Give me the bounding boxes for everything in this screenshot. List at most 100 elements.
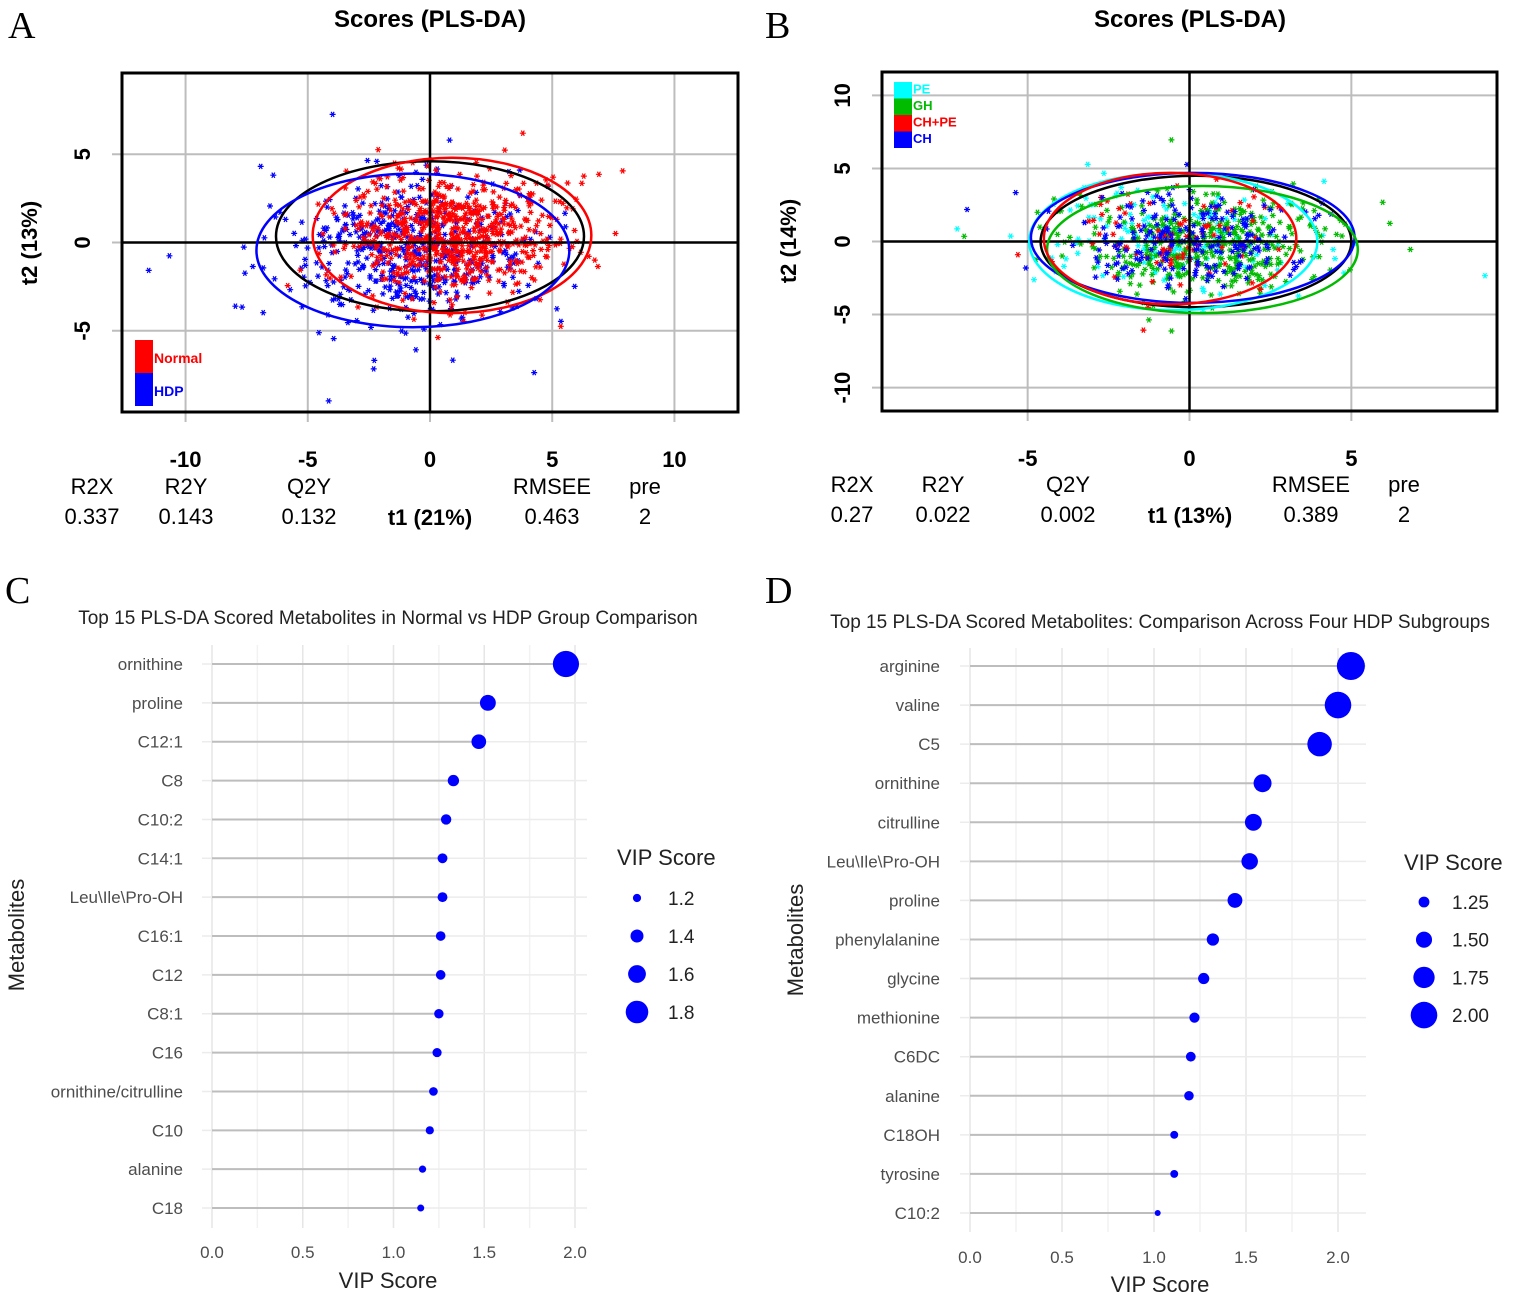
- data-point: [420, 253, 427, 260]
- data-point: [421, 278, 428, 284]
- data-point: [1074, 250, 1081, 257]
- data-point: [557, 323, 564, 330]
- data-point: [1240, 228, 1246, 235]
- legend-swatch: [894, 82, 912, 99]
- data-point: [1224, 219, 1231, 226]
- data-point: [1204, 210, 1211, 217]
- data-point: [454, 217, 461, 224]
- data-point: [349, 215, 356, 222]
- data-point: [1151, 234, 1158, 240]
- data-point: [478, 268, 485, 275]
- data-point: [384, 260, 391, 266]
- data-point: [470, 181, 477, 188]
- data-point: [1229, 213, 1236, 220]
- data-point: [1216, 222, 1223, 229]
- data-point: [332, 249, 338, 255]
- data-point: [1149, 271, 1156, 278]
- data-point: [1211, 225, 1218, 232]
- x-tick-label: 2.0: [563, 1243, 587, 1262]
- data-point: [519, 130, 526, 137]
- data-point: [1290, 266, 1297, 273]
- lollipop-dot: [437, 853, 448, 864]
- data-point: [1163, 257, 1170, 264]
- data-point: [1199, 274, 1206, 281]
- data-point: [619, 168, 626, 174]
- data-point: [313, 259, 320, 266]
- data-point: [412, 346, 419, 353]
- data-point: [449, 199, 456, 205]
- data-point: [399, 271, 406, 278]
- data-point: [409, 251, 415, 257]
- legend-label: CH: [913, 131, 932, 146]
- category-label: C16:1: [138, 927, 183, 946]
- data-point: [393, 217, 400, 224]
- data-point: [386, 214, 393, 220]
- data-point: [449, 282, 456, 288]
- data-point: [1128, 224, 1135, 231]
- data-point: [417, 205, 424, 212]
- lollipop-dot: [429, 1087, 438, 1096]
- data-point: [373, 186, 380, 193]
- category-label: phenylalanine: [835, 930, 940, 949]
- data-point: [330, 335, 337, 342]
- data-point: [361, 194, 367, 200]
- data-point: [1118, 184, 1125, 191]
- data-point: [441, 193, 448, 200]
- lollipop-dot: [1170, 1130, 1179, 1139]
- data-point: [505, 230, 512, 236]
- data-point: [1123, 264, 1130, 271]
- legend-label: PE: [913, 82, 931, 97]
- x-tick-label: 0.0: [200, 1243, 224, 1262]
- data-point: [497, 229, 504, 236]
- category-label: C10:2: [138, 810, 183, 829]
- data-point: [446, 137, 453, 143]
- data-point: [1232, 244, 1239, 251]
- data-point: [1174, 254, 1181, 261]
- data-point: [442, 249, 449, 256]
- data-point: [402, 264, 409, 271]
- data-point: [1149, 265, 1156, 272]
- legend-label: 1.50: [1452, 931, 1489, 952]
- data-point: [1182, 295, 1189, 302]
- data-point: [392, 232, 399, 239]
- data-point: [1199, 248, 1206, 255]
- data-point: [1181, 200, 1188, 207]
- data-point: [431, 246, 438, 252]
- data-point: [518, 259, 525, 265]
- category-label: valine: [896, 696, 940, 715]
- category-label: citrulline: [878, 813, 940, 832]
- data-point: [287, 286, 294, 293]
- data-point: [1129, 267, 1135, 274]
- data-point: [458, 252, 465, 259]
- data-point: [373, 158, 380, 165]
- data-point: [1165, 225, 1171, 232]
- data-point: [1298, 214, 1304, 221]
- data-point: [513, 257, 520, 264]
- data-point: [1067, 207, 1074, 213]
- data-point: [1268, 283, 1275, 290]
- data-point: [433, 220, 440, 226]
- legend-label: 1.75: [1452, 968, 1489, 989]
- data-point: [1241, 197, 1248, 203]
- data-point: [1407, 246, 1414, 253]
- data-point: [1217, 249, 1224, 256]
- chart-title: Scores (PLS-DA): [334, 6, 526, 33]
- data-point: [315, 244, 322, 251]
- y-axis-label: Metabolites: [783, 884, 808, 997]
- data-point: [405, 243, 412, 250]
- stat-value: 0.337: [64, 504, 119, 529]
- data-point: [511, 268, 518, 275]
- category-label: alanine: [128, 1160, 183, 1179]
- plot-frame: [120, 71, 740, 414]
- data-point: [571, 227, 578, 234]
- data-point: [1258, 232, 1265, 238]
- legend-label: 1.8: [668, 1003, 694, 1024]
- data-point: [449, 230, 455, 236]
- data-point: [1265, 225, 1272, 231]
- stat-value: 0.132: [281, 504, 336, 529]
- category-label: proline: [889, 891, 940, 910]
- data-point: [1085, 214, 1092, 221]
- category-label: C8:1: [147, 1005, 183, 1024]
- data-point: [961, 233, 968, 240]
- lollipop-dot: [479, 694, 496, 711]
